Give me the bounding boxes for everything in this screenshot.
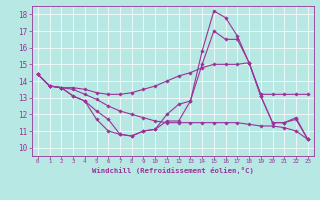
X-axis label: Windchill (Refroidissement éolien,°C): Windchill (Refroidissement éolien,°C) — [92, 167, 254, 174]
